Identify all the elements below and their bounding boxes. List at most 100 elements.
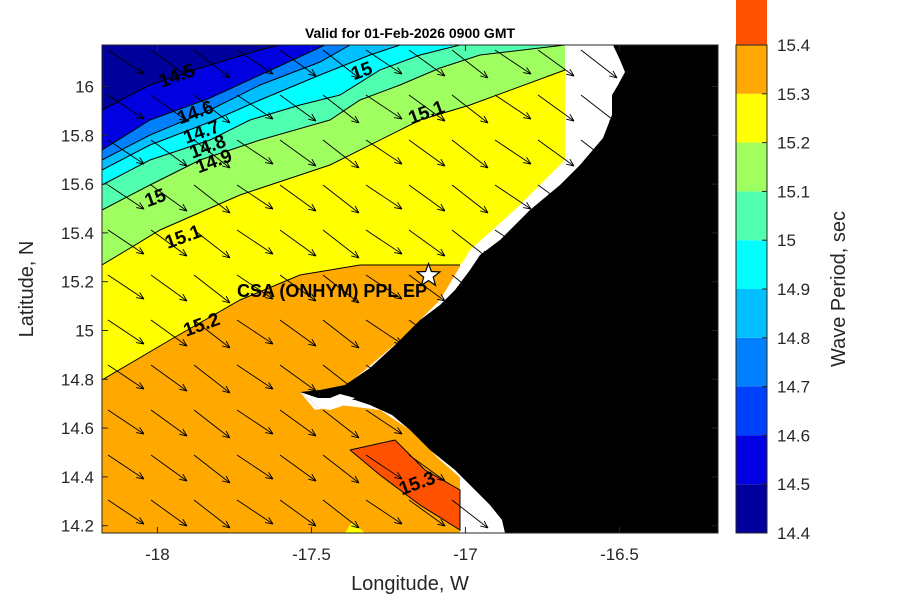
direction-arrow [365, 139, 403, 165]
x-axis: -18 -17.5 -17 -16.5 [145, 45, 639, 564]
direction-arrow [150, 364, 188, 392]
y-tick-label: 15.4 [61, 224, 94, 243]
x-tick-label: -18 [145, 545, 170, 564]
direction-arrow [279, 274, 317, 302]
direction-arrow [150, 409, 188, 437]
colorbar-tick-label: 14.9 [777, 280, 810, 299]
colorbar-tick-label: 15 [777, 231, 796, 250]
direction-arrow [107, 409, 145, 435]
direction-arrow [365, 409, 403, 435]
direction-arrow [451, 229, 489, 259]
direction-arrow [537, 229, 575, 257]
direction-arrow [451, 409, 489, 439]
direction-arrow [150, 184, 188, 212]
direction-arrow [623, 229, 661, 255]
direction-arrow [279, 409, 317, 437]
direction-arrow [150, 49, 188, 77]
direction-arrow [107, 364, 145, 390]
direction-arrow [193, 409, 231, 439]
direction-arrow [494, 454, 532, 480]
direction-arrow [107, 274, 145, 300]
direction-arrow [279, 229, 317, 257]
direction-arrow [623, 274, 661, 300]
direction-arrow [623, 139, 661, 165]
direction-arrow [666, 409, 704, 437]
direction-arrow [236, 319, 274, 345]
direction-arrows [107, 49, 704, 529]
direction-arrow [580, 94, 618, 124]
direction-arrow [623, 49, 661, 75]
direction-arrow [537, 409, 575, 437]
direction-arrow [666, 364, 704, 392]
direction-arrow [193, 319, 231, 349]
direction-arrow [236, 229, 274, 255]
colorbar-segment [736, 45, 767, 94]
colorbar-tick-label: 15.3 [777, 85, 810, 104]
colorbar-tick-label: 14.8 [777, 329, 810, 348]
direction-arrow [279, 364, 317, 392]
direction-arrow [451, 94, 489, 124]
coast-white-strip [300, 45, 625, 533]
band-14.5-14.6 [102, 45, 325, 150]
colorbar-tick-label: 14.4 [777, 524, 810, 543]
colorbar-segment [736, 0, 767, 45]
direction-arrow [365, 499, 403, 525]
colorbar-segment [736, 93, 767, 143]
band-15.1-15.2-south [345, 522, 365, 533]
direction-arrow [322, 184, 360, 214]
direction-arrow [322, 409, 360, 439]
site-star-icon [415, 261, 442, 287]
direction-arrow [150, 499, 188, 527]
direction-arrow [580, 184, 618, 214]
y-tick-label: 15.6 [61, 175, 94, 194]
direction-arrow [322, 364, 360, 394]
direction-arrow [279, 49, 317, 77]
direction-arrow [451, 454, 489, 484]
direction-arrow [236, 364, 274, 390]
direction-arrow [494, 139, 532, 165]
direction-arrow [322, 274, 360, 304]
direction-arrow [451, 319, 489, 349]
direction-arrow [623, 184, 661, 210]
direction-arrow [236, 49, 274, 75]
direction-arrow [408, 229, 446, 257]
direction-arrow [236, 454, 274, 480]
direction-arrow [236, 94, 274, 120]
direction-arrow [666, 94, 704, 122]
y-tick-label: 14.4 [61, 468, 94, 487]
colorbar: 14.4 14.5 14.6 14.7 14.8 14.9 15 15.1 15.2 15.3 15… [735, 0, 810, 543]
direction-arrow [193, 454, 231, 484]
direction-arrow [193, 94, 231, 124]
direction-arrow [494, 49, 532, 75]
direction-arrow [279, 94, 317, 122]
direction-arrow [365, 319, 403, 345]
direction-arrow [236, 139, 274, 165]
direction-arrow [537, 319, 575, 347]
direction-arrow [322, 229, 360, 259]
direction-arrow [623, 94, 661, 120]
direction-arrow [279, 184, 317, 212]
direction-arrow [408, 364, 446, 392]
direction-arrow [537, 454, 575, 482]
direction-arrow [451, 49, 489, 79]
direction-arrow [322, 139, 360, 169]
direction-arrow [494, 274, 532, 300]
y-tick-label: 15.8 [61, 126, 94, 145]
colorbar-label: Wave Period, sec [828, 211, 850, 367]
direction-arrow [580, 499, 618, 529]
colorbar-tick-label: 14.6 [777, 426, 810, 445]
direction-arrow [107, 94, 145, 120]
direction-arrow [623, 499, 661, 525]
direction-arrow [279, 139, 317, 167]
direction-arrow [193, 274, 231, 304]
direction-arrow [107, 139, 145, 165]
direction-arrow [150, 139, 188, 167]
colorbar-tick-label: 15.4 [777, 36, 810, 55]
plot-area: 14.514.614.714.814.91515.11515.115.215.3… [102, 45, 718, 533]
band-15.1-15.2 [102, 70, 565, 380]
direction-arrow [666, 454, 704, 482]
direction-arrow [236, 184, 274, 210]
y-tick-label: 16 [75, 77, 94, 96]
